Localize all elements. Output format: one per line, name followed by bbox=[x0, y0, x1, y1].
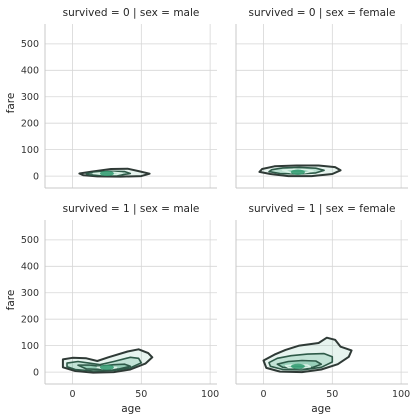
facet-title: survived = 1 | sex = male bbox=[63, 203, 200, 215]
density-core bbox=[99, 364, 114, 370]
facets-layer: survived = 0 | sex = male 0 100 200 300 400 50… bbox=[21, 7, 410, 400]
x-tick-label: 100 bbox=[201, 389, 219, 400]
y-tick-label: 400 bbox=[21, 66, 39, 77]
facet-title: survived = 0 | sex = male bbox=[63, 7, 200, 19]
y-tick-label: 100 bbox=[21, 341, 39, 352]
y-tick-label: 500 bbox=[21, 39, 39, 50]
y-tick-label: 200 bbox=[21, 118, 39, 129]
density-core bbox=[290, 363, 305, 369]
density-core bbox=[99, 170, 114, 177]
facet-title: survived = 1 | sex = female bbox=[249, 203, 396, 215]
x-tick-label: 0 bbox=[69, 389, 75, 400]
facet-panel-1: survived = 0 | sex = male 0 100 200 300 400 50… bbox=[21, 7, 217, 189]
y-axis-label-top: fare bbox=[5, 93, 17, 114]
facet-panel-3: survived = 1 | sex = male 0 100 200 300 400 50… bbox=[21, 203, 219, 400]
y-axis-label-bottom: fare bbox=[5, 290, 17, 311]
y-tick-label: 100 bbox=[21, 145, 39, 156]
y-tick-label: 300 bbox=[21, 288, 39, 299]
facet-panel-4: survived = 1 | sex = female 0 50 100 bbox=[235, 203, 410, 400]
x-axis-label-right: age bbox=[311, 403, 331, 415]
x-tick-label: 0 bbox=[260, 389, 266, 400]
x-tick-label: 100 bbox=[392, 389, 410, 400]
density-core bbox=[290, 169, 305, 175]
y-tick-label: 300 bbox=[21, 92, 39, 103]
x-tick-label: 50 bbox=[135, 389, 147, 400]
x-tick-label: 50 bbox=[326, 389, 338, 400]
y-tick-label: 200 bbox=[21, 314, 39, 325]
y-tick-label: 0 bbox=[33, 367, 39, 378]
facet-title: survived = 0 | sex = female bbox=[249, 7, 396, 19]
y-tick-label: 400 bbox=[21, 262, 39, 273]
y-tick-label: 500 bbox=[21, 235, 39, 246]
y-tick-label: 0 bbox=[33, 171, 39, 182]
facet-panel-2: survived = 0 | sex = female bbox=[235, 7, 408, 189]
x-axis-label-left: age bbox=[121, 403, 141, 415]
